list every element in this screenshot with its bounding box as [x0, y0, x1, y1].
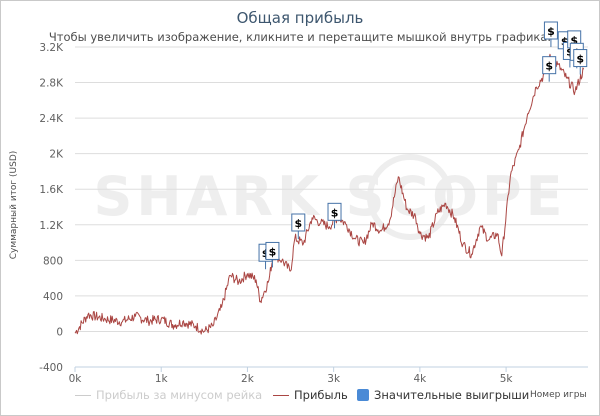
x-tick-label: 0k: [69, 373, 83, 385]
x-tick-label: 4k: [413, 373, 427, 385]
y-tick-label: -400: [39, 362, 63, 374]
x-tick-label: 3k: [327, 373, 341, 385]
flag-symbol: $: [576, 53, 584, 66]
flag-symbol: $: [331, 206, 339, 219]
big-win-flag[interactable]: $: [291, 213, 306, 239]
flag-symbol: $: [561, 35, 569, 48]
big-win-flag[interactable]: $: [543, 21, 558, 47]
big-win-flag[interactable]: $: [573, 49, 588, 75]
chart-subtitle: Чтобы увеличить изображение, кликните и …: [48, 30, 552, 44]
legend-profit-swatch: [273, 394, 289, 396]
watermark-scope-icon: [367, 154, 453, 240]
profit-line[interactable]: [74, 53, 585, 335]
chart-title: Общая прибыль: [236, 9, 364, 27]
big-win-flag[interactable]: $: [265, 241, 280, 268]
series-profit[interactable]: [74, 53, 585, 335]
flag-symbol: $: [269, 245, 277, 258]
flag-symbol: $: [547, 25, 555, 38]
y-tick-label: 2.4K: [39, 113, 64, 125]
flag-symbol: $: [545, 60, 553, 73]
legend-profit-label: Прибыль: [294, 388, 348, 402]
series-big-wins[interactable]: $$$$$$$$$$$: [258, 21, 588, 270]
legend-item-big-wins[interactable]: Значительные выигрыши: [357, 388, 529, 402]
flag-box: [291, 213, 306, 232]
y-tick-label: 0: [56, 326, 63, 338]
x-tick-label: 1k: [155, 373, 169, 385]
grid: [75, 46, 588, 368]
y-tick-label: 400: [43, 291, 63, 303]
x-tick-label: 5k: [500, 373, 514, 385]
flag-box: [543, 21, 558, 40]
flag-box: [573, 49, 588, 68]
flag-box: [327, 202, 342, 221]
flag-box: [265, 241, 280, 260]
flag-symbol: $: [570, 34, 578, 47]
legend-item-profit[interactable]: Прибыль: [273, 388, 348, 402]
legend-big-wins-label: Значительные выигрыши: [374, 388, 530, 402]
y-tick-label: 800: [43, 255, 63, 267]
y-tick-label: 3.2K: [39, 42, 64, 54]
x-axis-label: Номер игры: [530, 390, 587, 400]
flag-symbol: $: [294, 217, 302, 230]
legend-big-wins-swatch: [357, 389, 369, 401]
big-win-flag[interactable]: $: [542, 56, 557, 82]
x-tick-label: 2k: [241, 373, 255, 385]
y-tick-label: 2.8K: [39, 78, 64, 90]
y-tick-label: 1.2K: [39, 220, 64, 232]
y-tick-label: 1.6K: [39, 184, 64, 196]
y-tick-label: 2K: [49, 149, 64, 161]
legend-item-rakeless[interactable]: Прибыль за минусом рейка: [75, 388, 262, 402]
y-axis: -400 0 400 800 1.2K 1.6K 2K 2.4K 2.8K 3.2K: [39, 42, 64, 374]
legend-rakeless-swatch: [75, 394, 91, 396]
flag-box: [542, 56, 557, 75]
big-win-flag[interactable]: $: [327, 202, 342, 229]
x-axis: 0k 1k 2k 3k 4k 5k: [69, 366, 588, 385]
legend-rakeless-label: Прибыль за минусом рейка: [96, 388, 263, 402]
